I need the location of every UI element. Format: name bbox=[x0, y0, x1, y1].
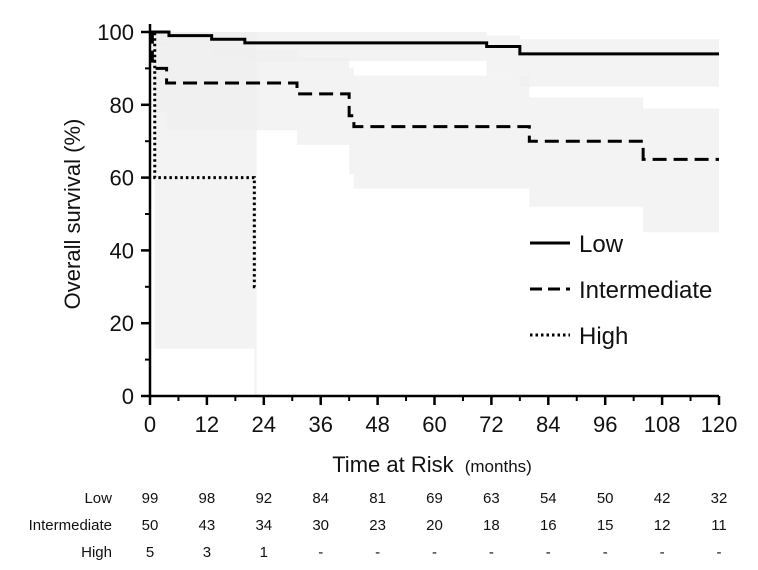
risk-cell: 50 bbox=[597, 490, 614, 507]
x-tick-label: 96 bbox=[593, 412, 617, 437]
risk-cell: 63 bbox=[483, 490, 500, 507]
risk-cell: 34 bbox=[255, 517, 272, 534]
confidence-bands bbox=[150, 32, 719, 396]
risk-cell: 69 bbox=[426, 490, 443, 507]
risk-cell: 18 bbox=[483, 517, 500, 534]
legend-label-intermediate: Intermediate bbox=[579, 277, 712, 304]
risk-cell: 12 bbox=[654, 517, 671, 534]
y-tick-label: 60 bbox=[110, 166, 134, 191]
y-tick-label: 40 bbox=[110, 238, 134, 263]
x-tick-label: 120 bbox=[701, 412, 738, 437]
risk-cell: 92 bbox=[255, 490, 272, 507]
x-tick-label: 72 bbox=[479, 412, 503, 437]
x-tick-label: 24 bbox=[252, 412, 276, 437]
risk-cell: 16 bbox=[540, 517, 557, 534]
risk-cell: - bbox=[375, 544, 380, 561]
y-tick-label: 0 bbox=[122, 384, 134, 409]
risk-cell: 5 bbox=[146, 544, 154, 561]
y-tick-label: 20 bbox=[110, 311, 134, 336]
x-tick-label: 48 bbox=[365, 412, 389, 437]
risk-cell: 43 bbox=[199, 517, 216, 534]
x-tick-label: 12 bbox=[195, 412, 219, 437]
risk-cell: 1 bbox=[260, 544, 268, 561]
series-line-intermediate bbox=[150, 30, 719, 161]
risk-row-label-intermediate: Intermediate bbox=[29, 517, 112, 534]
confidence-band-low bbox=[150, 32, 719, 87]
risk-cell: 50 bbox=[142, 517, 159, 534]
y-axis-title: Overall survival (%) bbox=[60, 119, 85, 310]
x-tick-label: 0 bbox=[144, 412, 156, 437]
x-axis-unit: (months) bbox=[465, 457, 532, 476]
risk-cell: 84 bbox=[312, 490, 329, 507]
risk-cell: - bbox=[603, 544, 608, 561]
risk-cell: - bbox=[432, 544, 437, 561]
risk-cell: 15 bbox=[597, 517, 614, 534]
y-tick-label: 100 bbox=[97, 20, 134, 45]
axes: 0 20 40 60 80 100 0 12 24 36 48 60 72 84 96 108 120 bbox=[97, 20, 737, 437]
risk-cell: 3 bbox=[203, 544, 211, 561]
risk-cell: 81 bbox=[369, 490, 386, 507]
x-tick-label: 84 bbox=[536, 412, 560, 437]
risk-cell: 11 bbox=[711, 517, 727, 534]
risk-cell: 54 bbox=[540, 490, 557, 507]
x-tick-label: 36 bbox=[308, 412, 332, 437]
risk-cell: - bbox=[717, 544, 722, 561]
x-axis-label: Time at Risk bbox=[332, 452, 454, 477]
risk-cell: 30 bbox=[312, 517, 329, 534]
risk-cell: - bbox=[660, 544, 665, 561]
risk-cell: - bbox=[318, 544, 323, 561]
x-tick-label: 108 bbox=[644, 412, 681, 437]
risk-cell: - bbox=[489, 544, 494, 561]
legend-label-low: Low bbox=[579, 231, 624, 258]
risk-row-label-low: Low bbox=[84, 490, 112, 507]
series-line-low bbox=[150, 30, 719, 56]
series-line-high bbox=[150, 30, 257, 289]
risk-table: Low 99 98 92 84 81 69 63 54 50 42 32 Intermediate 50 4… bbox=[29, 490, 728, 561]
confidence-band-high bbox=[150, 32, 257, 396]
risk-cell: 23 bbox=[369, 517, 386, 534]
survival-curves bbox=[150, 30, 719, 289]
legend-label-high: High bbox=[579, 323, 628, 350]
y-tick-label: 80 bbox=[110, 93, 134, 118]
risk-cell: 32 bbox=[711, 490, 728, 507]
risk-cell: 42 bbox=[654, 490, 671, 507]
risk-row-label-high: High bbox=[81, 544, 112, 561]
risk-cell: - bbox=[546, 544, 551, 561]
x-axis-title: Time at Risk (months) bbox=[332, 452, 532, 477]
x-tick-label: 60 bbox=[422, 412, 446, 437]
risk-cell: 20 bbox=[426, 517, 443, 534]
risk-cell: 98 bbox=[199, 490, 216, 507]
risk-cell: 99 bbox=[142, 490, 159, 507]
legend: Low Intermediate High bbox=[530, 231, 712, 350]
